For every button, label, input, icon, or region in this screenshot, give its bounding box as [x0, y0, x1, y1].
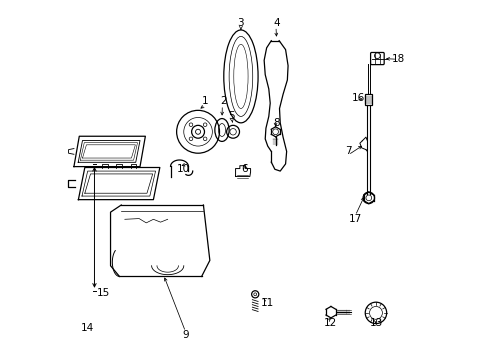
- Text: 17: 17: [348, 214, 361, 224]
- Text: 16: 16: [351, 93, 365, 103]
- Text: 2: 2: [219, 96, 226, 107]
- Text: 5: 5: [228, 111, 235, 121]
- Bar: [365, 94, 372, 105]
- Text: 3: 3: [237, 18, 244, 28]
- Text: 1: 1: [202, 96, 208, 107]
- Text: 4: 4: [273, 18, 280, 28]
- Text: 8: 8: [273, 118, 280, 128]
- Text: 6: 6: [241, 164, 247, 174]
- Text: 18: 18: [391, 54, 404, 64]
- Text: 9: 9: [182, 330, 188, 341]
- Text: 11: 11: [261, 298, 274, 308]
- Text: 15: 15: [97, 288, 110, 297]
- Text: 7: 7: [344, 147, 351, 157]
- Text: 13: 13: [369, 318, 383, 328]
- Text: 14: 14: [81, 323, 94, 333]
- Text: 10: 10: [177, 164, 190, 174]
- Text: 12: 12: [323, 318, 336, 328]
